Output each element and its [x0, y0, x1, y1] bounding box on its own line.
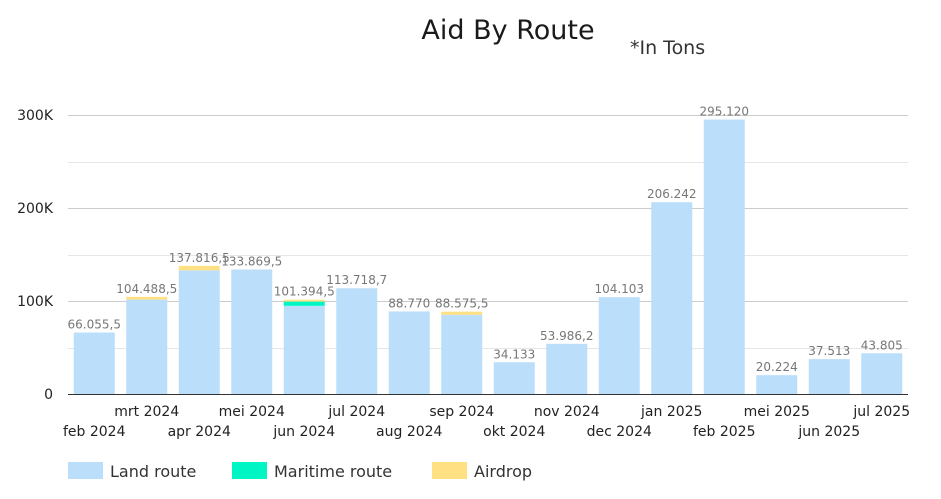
bar-data-label: 43.805 [861, 338, 903, 352]
legend-item[interactable]: Land route [68, 462, 196, 481]
bar-data-label: 113.718,7 [326, 273, 387, 287]
legend-swatch [232, 462, 267, 479]
bar-data-label: 133.869,5 [221, 255, 282, 269]
x-tick-label: nov 2024 [534, 404, 600, 420]
x-tick-label: apr 2024 [168, 424, 231, 440]
bar-data-label: 34.133 [493, 347, 535, 361]
bar-airdrop [283, 299, 325, 302]
y-tick-label: 200K [17, 201, 54, 217]
bar-data-label: 88.770 [388, 296, 430, 310]
bar-land-route [598, 297, 640, 394]
bar-land-route [336, 288, 378, 394]
chart-title: Aid By Route [421, 15, 594, 46]
bar-airdrop [441, 311, 483, 315]
x-tick-label: feb 2025 [693, 424, 756, 440]
bar-data-label: 295.120 [699, 105, 749, 119]
bar-data-label: 206.242 [647, 187, 697, 201]
x-tick-label: mei 2025 [744, 404, 810, 420]
y-tick-label: 100K [17, 294, 54, 310]
x-tick-label: jan 2025 [640, 404, 702, 420]
bar-land-route [126, 299, 168, 394]
legend-label: Airdrop [474, 462, 532, 481]
bar-data-label: 37.513 [808, 344, 850, 358]
legend: Land route Maritime route Airdrop [68, 462, 532, 481]
x-tick-label: sep 2024 [429, 404, 494, 420]
bar-data-label: 101.394,5 [274, 285, 335, 299]
bar-land-route [441, 314, 483, 394]
bar-data-label: 66.055,5 [68, 318, 121, 332]
chart-subtitle: *In Tons [630, 37, 705, 59]
bar-airdrop [178, 265, 220, 271]
bar-data-label: 137.816,5 [169, 251, 230, 265]
x-tick-label: jul 2024 [327, 404, 385, 420]
x-axis-tick-labels: feb 2024 mrt 2024 apr 2024 mei 2024 jun 2024… [63, 404, 910, 440]
bars [73, 119, 903, 395]
bar-land-route [283, 305, 325, 394]
bar-land-route [651, 202, 693, 394]
x-tick-label: feb 2024 [63, 424, 126, 440]
bar-land-route [861, 353, 903, 394]
bar-data-label: 53.986,2 [540, 329, 593, 343]
bar-land-route [231, 269, 273, 394]
x-tick-label: okt 2024 [483, 424, 545, 440]
legend-label: Land route [110, 462, 196, 481]
x-tick-label: jun 2024 [272, 424, 335, 440]
y-tick-label: 300K [17, 108, 54, 124]
legend-label: Maritime route [274, 462, 392, 481]
x-tick-label: aug 2024 [376, 424, 443, 440]
legend-swatch [68, 462, 103, 479]
bar-land-route [178, 270, 220, 394]
bar-data-label: 88.575,5 [435, 297, 488, 311]
bar-land-route [756, 375, 798, 394]
y-tick-label: 0 [44, 387, 53, 403]
bar-data-label: 104.488,5 [116, 282, 177, 296]
legend-item[interactable]: Maritime route [232, 462, 392, 481]
x-tick-label: mei 2024 [219, 404, 285, 420]
bar-data-label: 20.224 [756, 360, 798, 374]
bar-maritime-route [283, 301, 325, 306]
x-tick-label: mrt 2024 [114, 404, 179, 420]
bar-land-route [73, 332, 115, 394]
x-tick-label: jul 2025 [852, 404, 910, 420]
bar-land-route [493, 362, 535, 394]
x-tick-label: dec 2024 [587, 424, 652, 440]
x-tick-label: jun 2025 [797, 424, 860, 440]
legend-item[interactable]: Airdrop [432, 462, 532, 481]
bar-land-route [546, 343, 588, 394]
bar-data-label: 104.103 [594, 282, 644, 296]
bar-airdrop [126, 296, 168, 300]
bar-land-route [703, 119, 745, 395]
legend-swatch [432, 462, 467, 479]
y-axis-tick-labels: 0 100K 200K 300K [17, 108, 54, 403]
bar-land-route [388, 311, 430, 394]
bar-land-route [808, 359, 850, 394]
